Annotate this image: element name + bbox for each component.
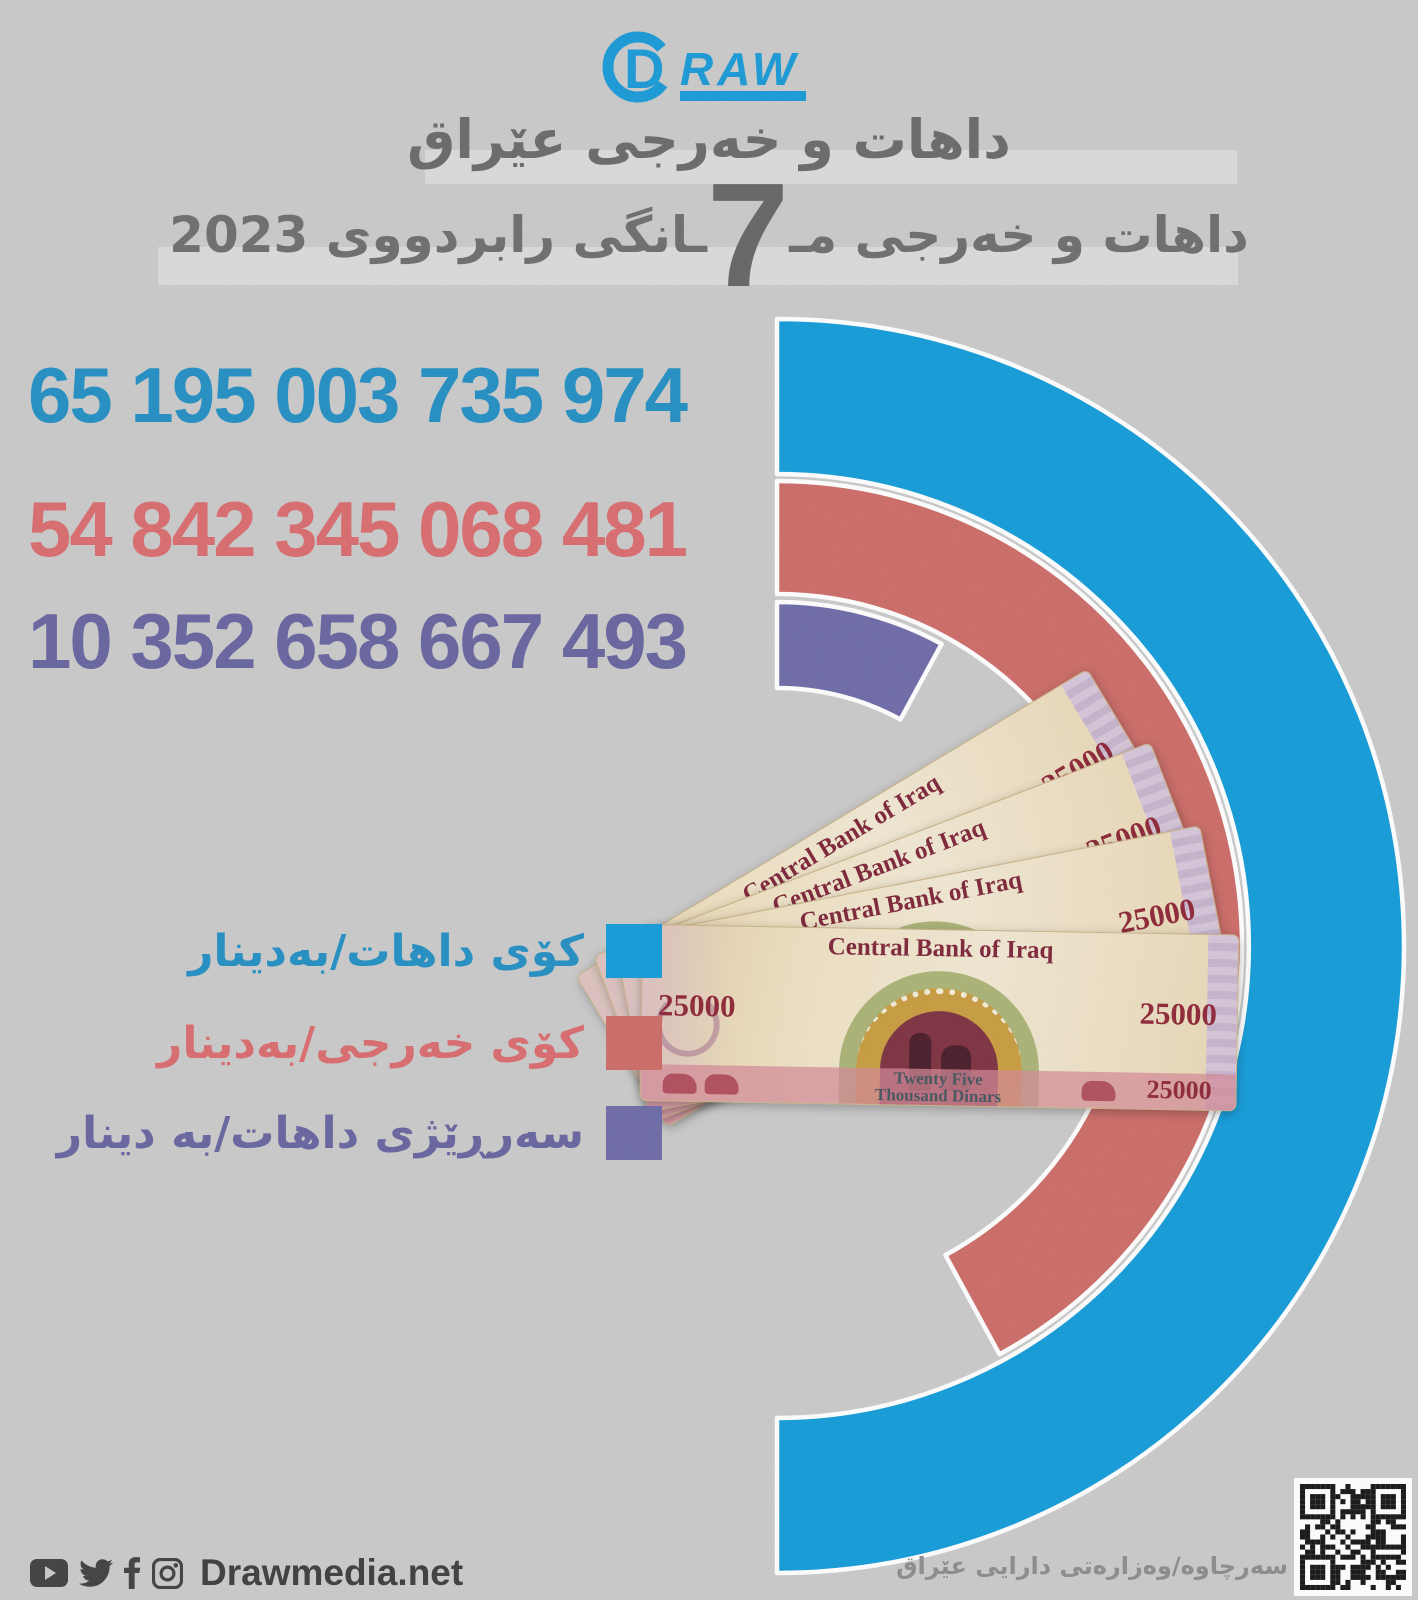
legend-label-surplus: سەرڕێژی داهات/بە دینار xyxy=(56,1107,584,1159)
legend-item-revenue: کۆی داهات/بەدینار xyxy=(188,924,662,978)
dinar-banknote: Central Bank of Iraq 25000 25000 25000 T… xyxy=(639,923,1240,1112)
qr-code xyxy=(1294,1478,1412,1596)
legend-swatch-surplus xyxy=(606,1106,662,1160)
legend-item-surplus: سەرڕێژی داهات/بە دینار xyxy=(57,1106,662,1160)
legend-label-revenue: کۆی داهات/بەدینار xyxy=(188,925,584,977)
legend-swatch-expenses xyxy=(606,1016,662,1070)
facebook-icon xyxy=(124,1557,141,1589)
youtube-icon xyxy=(30,1559,68,1587)
twitter-icon xyxy=(79,1559,113,1587)
qr-code-pattern xyxy=(1300,1484,1406,1590)
banknote-words: Twenty Five Thousand Dinars xyxy=(874,1068,1002,1107)
social-bar: Drawmedia.net xyxy=(30,1552,463,1594)
source-credit: سەرچاوە/وەزارەتی دارایی عێراق xyxy=(896,1552,1288,1580)
legend-swatch-revenue xyxy=(606,924,662,978)
banknote-denomination: 25000 xyxy=(1139,995,1218,1033)
legend-label-expenses: کۆی خەرجی/بەدینار xyxy=(157,1017,584,1069)
instagram-icon xyxy=(152,1557,183,1589)
legend-item-expenses: کۆی خەرجی/بەدینار xyxy=(157,1016,662,1070)
website-name: Drawmedia.net xyxy=(200,1552,464,1593)
banknote-denomination: 25000 xyxy=(657,987,736,1024)
